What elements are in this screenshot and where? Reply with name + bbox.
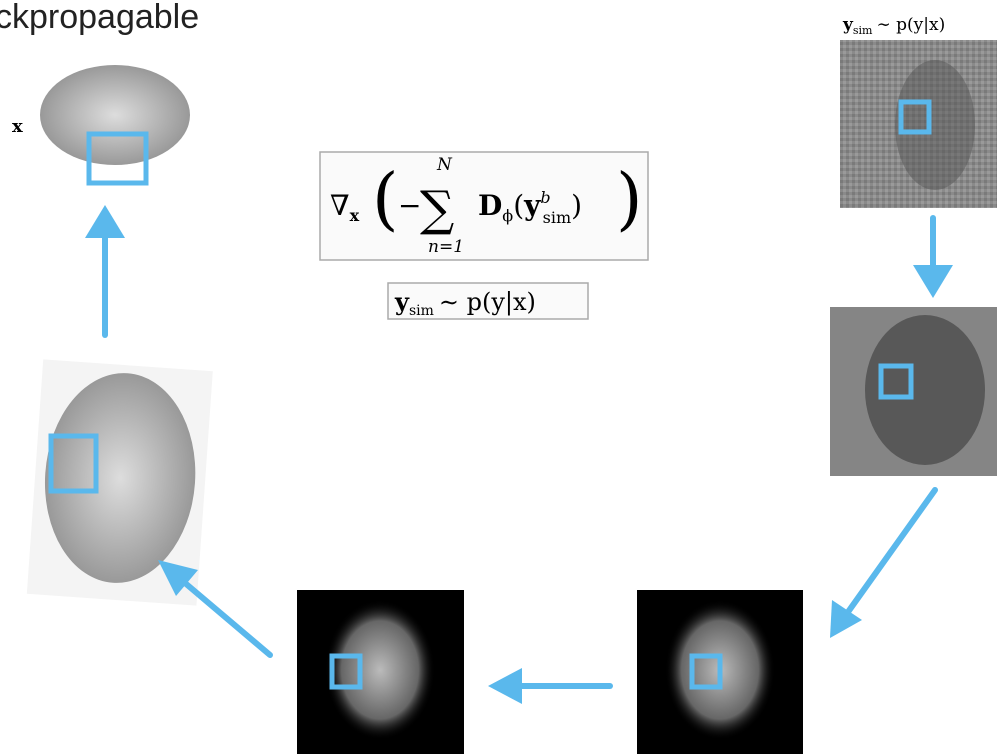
func: D [478,189,502,222]
arg-sup: b [540,188,550,207]
protein-image [40,65,190,165]
nabla-sub: x [350,206,360,225]
arg: y [523,189,541,222]
sum-lower: n=1 [428,237,464,257]
sampling-rest: ∼ p(y|x) [439,288,536,317]
sampling-y: y [394,287,410,316]
sum: ∑ [420,181,454,237]
paren: ) [571,189,582,222]
sample-sub: sim [853,24,873,37]
x-label: x [12,116,23,137]
sampling-sub: sim [409,303,434,319]
title: ckpropagable [0,0,199,36]
nabla: ∇ [330,189,350,222]
particle [895,60,975,190]
sample-label: ysim∼ p(y|x) [842,15,945,37]
sample-rest: ∼ p(y|x) [876,15,945,35]
arrows [85,205,953,704]
big-paren: ) [616,160,643,239]
minus: − [398,189,421,222]
arg-sub: sim [543,208,572,227]
big-paren: ( [372,160,399,239]
func-sub: ϕ [502,206,513,225]
sum-upper: N [436,155,453,175]
particle [325,600,435,740]
paren: ( [513,189,524,222]
diagram: ckpropagable x ysim∼ p(y|x) ∇x ( − ∑ N n… [0,0,997,754]
